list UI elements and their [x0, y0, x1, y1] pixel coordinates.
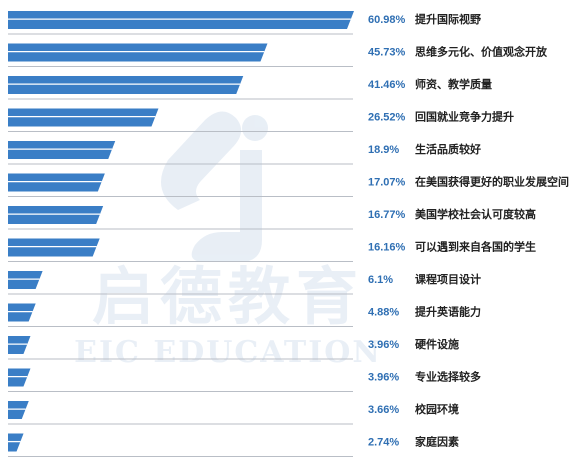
value-label: 3.66%	[368, 404, 399, 416]
category-label: 校园环境	[415, 402, 459, 416]
value-label: 16.16%	[368, 242, 406, 254]
value-label: 3.96%	[368, 339, 399, 351]
bar	[8, 401, 29, 419]
category-label: 思维多元化、价值观念开放	[415, 45, 548, 59]
bar-group	[8, 173, 105, 192]
bar-group	[8, 43, 268, 62]
bar	[8, 76, 244, 94]
value-label: 4.88%	[368, 307, 399, 319]
bar-group	[8, 368, 31, 387]
value-label: 26.52%	[368, 112, 406, 124]
bar-group	[8, 141, 116, 159]
category-label: 课程项目设计	[415, 272, 481, 286]
bar	[8, 271, 43, 289]
bar	[8, 43, 268, 62]
bar	[8, 141, 116, 159]
value-label: 16.77%	[368, 209, 406, 221]
bar	[8, 336, 31, 354]
value-label: 3.96%	[368, 372, 399, 384]
value-label: 17.07%	[368, 177, 406, 189]
category-label: 师资、教学质量	[415, 77, 492, 91]
value-label: 2.74%	[368, 437, 399, 449]
category-label: 可以遇到来自各国的学生	[415, 240, 536, 254]
bar	[8, 303, 36, 322]
bar	[8, 11, 354, 29]
watermark-brand-cn: 启德教育	[92, 260, 364, 333]
value-label: 60.98%	[368, 14, 406, 26]
bar	[8, 238, 100, 257]
bar-group	[8, 76, 244, 94]
category-label: 回国就业竞争力提升	[415, 110, 514, 124]
category-label: 生活品质较好	[415, 142, 481, 156]
category-label: 在美国获得更好的职业发展空间	[415, 175, 569, 189]
bars-layer: 60.98% 提升国际视野 45.73% 思维多元化、价值观念开放 41.46% 师资、教…	[8, 11, 569, 457]
bar	[8, 108, 159, 127]
bar	[8, 206, 104, 224]
category-label: 美国学校社会认可度较高	[415, 207, 536, 221]
bar-group	[8, 303, 36, 322]
bar	[8, 173, 105, 192]
value-label: 6.1%	[368, 274, 393, 286]
bar-group	[8, 238, 100, 257]
category-label: 专业选择较多	[415, 370, 481, 384]
value-label: 41.46%	[368, 79, 406, 91]
category-label: 提升国际视野	[415, 12, 481, 26]
bar-group	[8, 11, 354, 29]
bar	[8, 433, 24, 452]
bar	[8, 368, 31, 387]
bar-group	[8, 271, 43, 289]
bar-group	[8, 108, 159, 127]
category-label: 硬件设施	[415, 337, 459, 351]
value-label: 45.73%	[368, 47, 406, 59]
watermark: 启德教育 EIC EDUCATION	[74, 111, 382, 370]
bar-group	[8, 336, 31, 354]
watermark-logo-icon	[160, 111, 268, 262]
category-label: 家庭因素	[415, 435, 459, 449]
value-label: 18.9%	[368, 144, 399, 156]
category-label: 提升英语能力	[415, 305, 481, 319]
bar-group	[8, 206, 104, 224]
watermark-brand-en: EIC EDUCATION	[74, 335, 382, 370]
bar-group	[8, 401, 29, 419]
bar-group	[8, 433, 24, 452]
